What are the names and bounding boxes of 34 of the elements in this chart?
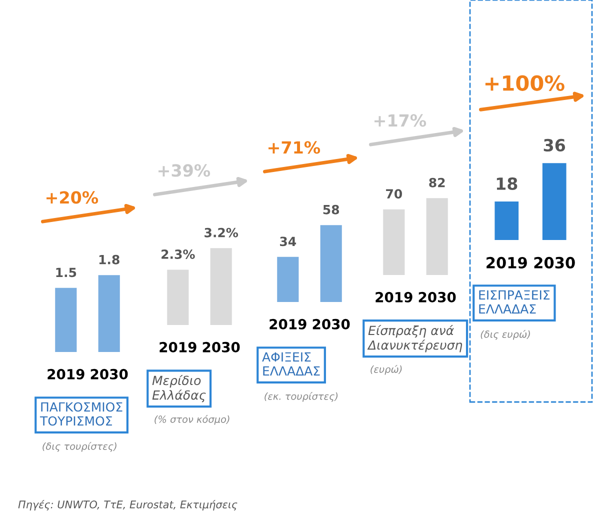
text: Πηγές: UNWTO, ΤτΕ, Eurostat, Εκτιμήσεις (18, 500, 238, 510)
data-label: 70 (386, 189, 402, 199)
x-tick-label: 2030 (534, 256, 575, 268)
data-label: 1.5 (56, 268, 76, 278)
data-label: 58 (323, 204, 340, 214)
x-tick-label: 2019 (160, 342, 196, 352)
data-label: 3.2% (204, 228, 238, 238)
text: +100% (485, 75, 564, 91)
x-tick-label: 2030 (90, 368, 128, 380)
text: +71% (268, 141, 320, 154)
text: ΑΦΙΞΕΙΣ ΕΛΛΑΔΑΣ (262, 352, 320, 376)
x-tick-label: 2019 (486, 256, 527, 268)
text: (δις ευρώ) (480, 330, 530, 340)
x-tick-label: 2030 (312, 318, 350, 330)
data-label: 2.3% (162, 250, 195, 259)
text: Μερίδιο Ελλάδας (152, 375, 206, 402)
x-tick-label: 2030 (418, 292, 456, 302)
text: (δις τουρίστες) (42, 442, 116, 452)
x-tick-label: 2019 (270, 318, 306, 330)
data-label: 36 (544, 138, 566, 152)
text: Είσπραξη ανά Διανυκτέρευση (367, 325, 462, 352)
text: (% στον κόσμο) (154, 415, 230, 425)
text: (εκ. τουρίστες) (264, 392, 338, 402)
x-tick-label: 2019 (376, 292, 412, 302)
data-label: 34 (280, 236, 296, 246)
x-tick-label: 2019 (48, 368, 84, 380)
text: +20% (46, 191, 98, 204)
data-label: 82 (429, 178, 445, 188)
data-label: 18 (496, 177, 518, 190)
text: (ευρώ) (370, 365, 402, 375)
data-label: 1.8 (99, 254, 120, 264)
text: ΠΑΓΚΟΣΜΙΟΣ ΤΟΥΡΙΣΜΟΣ (40, 402, 122, 426)
x-tick-label: 2030 (202, 342, 240, 352)
text: ΕΙΣΠΡΑΞΕΙΣ ΕΛΛΑΔΑΣ (479, 290, 550, 314)
